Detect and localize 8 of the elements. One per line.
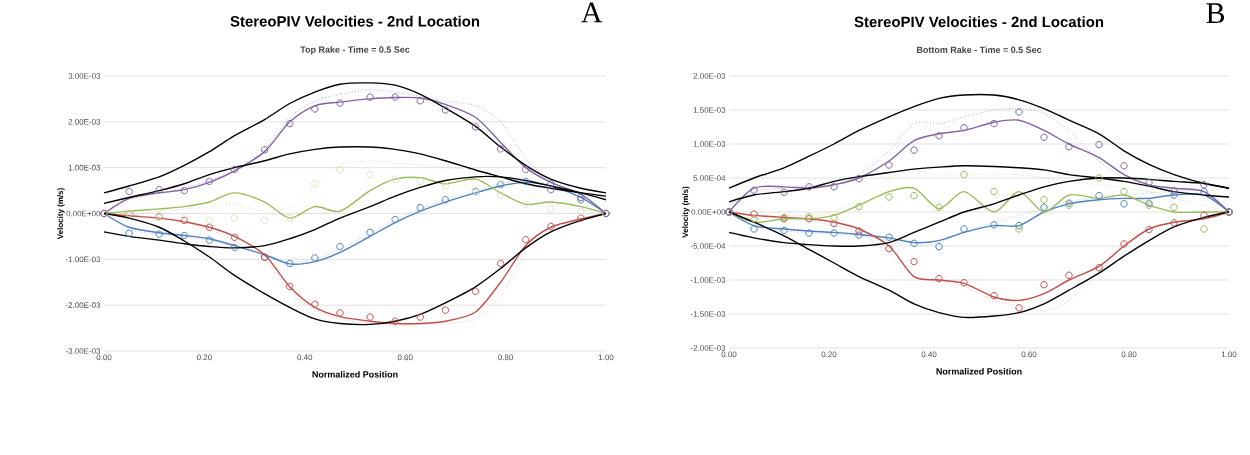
text: B — [1206, 3, 1225, 24]
chart-subtitle: Bottom Rake - Time = 0.5 Sec — [917, 46, 1042, 53]
text: A — [581, 2, 603, 23]
chart-title: StereoPIV Velocities - 2nd Location — [230, 15, 480, 27]
chart-title: StereoPIV Velocities - 2nd Location — [854, 16, 1104, 28]
x-axis-title: Normalized Position — [936, 368, 1022, 375]
x-axis-title: Normalized Position — [312, 371, 398, 378]
chart-subtitle: Top Rake - Time = 0.5 Sec — [300, 46, 410, 55]
